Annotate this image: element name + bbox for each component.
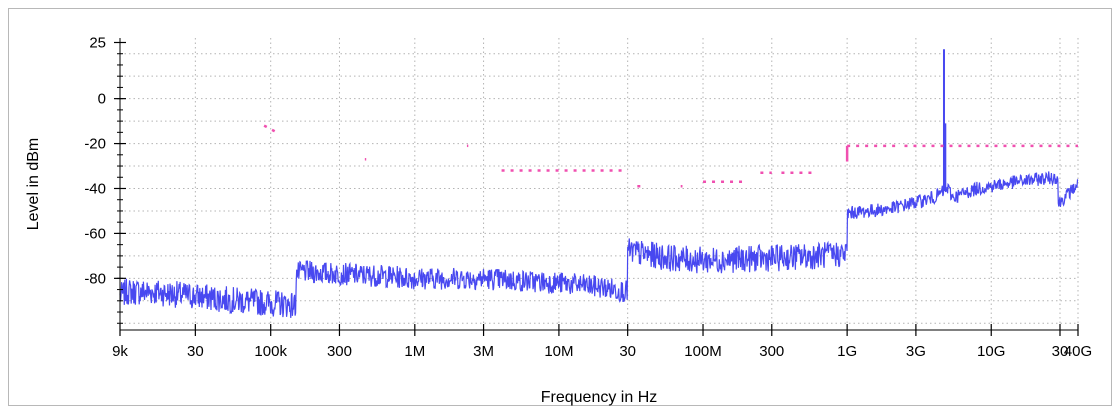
y-tick-label: -80 [84,270,106,287]
x-tick-label: 10G [977,343,1005,360]
y-axis-title: Level in dBm [25,138,42,231]
x-tick-label: 40G [1064,343,1092,360]
x-tick-label: 10M [544,343,573,360]
x-tick-label: 30 [619,343,636,360]
x-tick-label: 1M [404,343,425,360]
x-tick-label: 100M [684,343,722,360]
x-axis-title: Frequency in Hz [541,389,658,406]
y-tick-label: -40 [84,180,106,197]
x-tick-label: 1G [837,343,857,360]
y-tick-label: 0 [98,91,106,108]
y-tick-label: -20 [84,136,106,153]
limit-segment [263,124,278,134]
chart-frame [8,8,1112,406]
series-layer [119,49,1079,318]
x-tick-label: 3G [906,343,926,360]
x-tick-label: 9k [112,343,128,360]
y-tick-label: 25 [89,34,106,51]
x-tick-label: 100k [254,343,287,360]
axes: 25 0 -20 -40 -60 -80 9k 30 100k 300 1M 3M 10M 30 100M 3… [84,34,1092,360]
measurement-trace [119,171,1079,318]
x-tick-label: 300 [327,343,352,360]
x-tick-label: 30 [1052,343,1069,360]
x-tick-label: 30 [187,343,204,360]
x-tick-label: 3M [473,343,494,360]
y-tick-label: -60 [84,225,106,242]
x-tick-label: 300 [759,343,784,360]
